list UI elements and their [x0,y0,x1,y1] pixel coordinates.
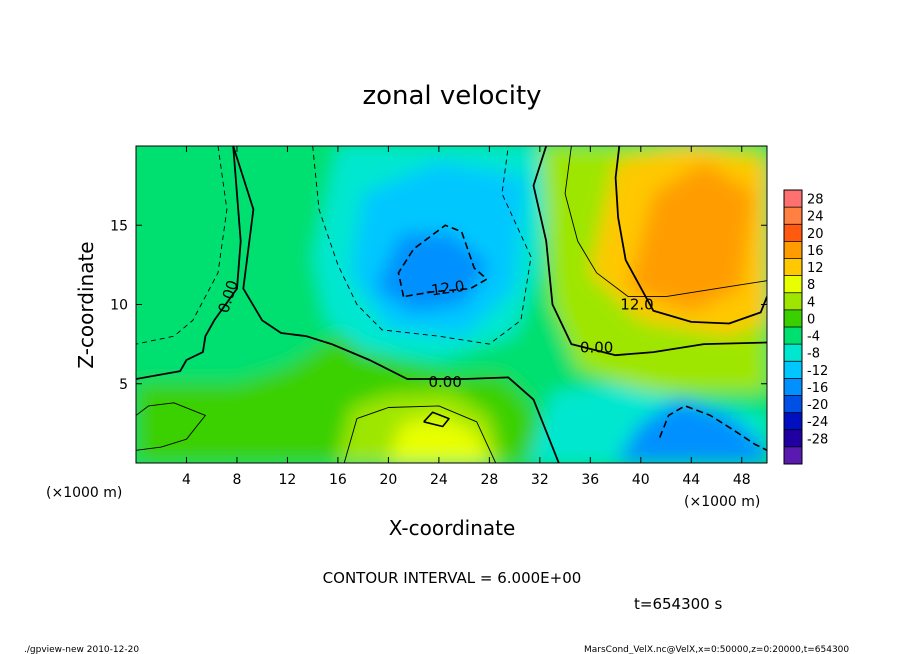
colorbar-swatch [784,241,802,259]
colorbar-label: 28 [807,193,824,208]
twelve-contour [614,146,767,325]
x-tick-label: 12 [279,472,297,488]
contour-lines [136,146,767,463]
colorbar-swatch [784,395,802,414]
colorbar: 28 24 20 16 12 8 4 0 -4 -8 -12 -16 -20 -24 -28 [783,189,828,465]
colorbar-label: 16 [807,244,824,259]
zero-contour-mid [232,146,560,463]
colorbar-label: 20 [807,227,824,242]
field-region [375,233,490,313]
x-axis-label: X-coordinate [389,516,516,540]
colorbar-label: -16 [807,381,828,396]
colorbar-swatch [784,190,802,208]
colorbar-swatch [784,344,802,362]
y-tick-label: 15 [110,218,128,234]
x-tick-label: 40 [632,472,650,488]
y-tick-label: 5 [119,377,128,393]
time-label: t=654300 s [634,595,722,613]
six-contour-south [343,405,497,463]
colorbar-label: 0 [807,312,815,327]
plot-area: 0.00 -12.012.00.000.00 [136,146,767,463]
zero-contour-west [136,146,242,380]
y-tick-label: 10 [110,298,128,314]
colorbar-label: -28 [807,432,828,447]
colorbar-swatch [784,275,802,294]
colorbar-label: 4 [807,295,815,310]
zero-contour-east [532,146,767,357]
x-tick-label: 28 [480,472,498,488]
colorbar-swatch [784,207,802,225]
colorbar-swatch [784,429,802,448]
x-axis-ticks: 4 8 12 16 20 24 28 32 36 40 44 48 [182,146,751,488]
colorbar-label: -20 [807,398,828,413]
field-region [173,383,351,463]
field-region [615,399,767,463]
x-tick-label: 16 [329,472,347,488]
colorbar-swatch [784,224,802,242]
contour-label-group: 0.00 [428,373,461,391]
x-tick-label: 48 [733,472,751,488]
contour-label-group: 0.00 [580,338,613,356]
x-tick-label: 4 [182,472,191,488]
field-region [388,415,490,463]
minus-twelve-contour [397,224,488,298]
x-tick-label: 24 [430,472,448,488]
colorbar-swatch [784,309,802,328]
colorbar-label: -8 [807,347,820,362]
colorbar-label: 8 [807,278,815,293]
y-unit-label: (×1000 m) [46,485,122,501]
footer-left: ./gpview-new 2010-12-20 [24,645,139,654]
y-axis-ticks: 5 10 15 [110,218,767,393]
chart-title: zonal velocity [362,81,541,111]
x-tick-label: 44 [682,472,700,488]
x-tick-label: 36 [581,472,599,488]
field-region [628,161,755,313]
contour-label-group: 12.0 [620,296,653,314]
colorbar-swatch [784,361,802,379]
colorbar-swatch [784,378,802,396]
field-region [136,146,338,384]
six-contour-northeast [564,146,767,298]
contour-label: -12.0 [425,277,466,300]
contour-label-group: -12.0 [425,277,466,300]
minus-six-contour-west [136,146,228,345]
colorbar-label: 24 [807,210,824,225]
colorbar-label: -24 [807,415,828,430]
contour-label: 0.00 [428,373,461,391]
six-contour-west [136,402,206,451]
twelve-contour-south [423,411,450,428]
velocity-field [136,146,767,463]
x-tick-label: 20 [379,472,397,488]
colorbar-swatch [784,327,802,345]
minus-six-contour-north [312,146,532,345]
y-axis-label: Z-coordinate [74,241,98,368]
contour-interval: CONTOUR INTERVAL = 6.000E+00 [323,569,582,587]
colorbar-label: 12 [807,261,824,276]
x-tick-label: 32 [531,472,549,488]
colorbar-swatch [784,258,802,277]
minus-twelve-contour-se [658,405,767,452]
colorbar-label: -12 [807,364,828,379]
contour-labels: 0.00 -12.012.00.000.00 [214,277,653,391]
contour-label: 0.00 [580,338,613,356]
colorbar-label: -4 [807,330,820,345]
contour-label: 12.0 [620,296,653,314]
footer-right: MarsCond_VelX.nc@VelX,x=0:50000,z=0:2000… [584,645,849,654]
x-tick-label: 8 [232,472,241,488]
colorbar-swatch [784,292,802,311]
x-unit-label: (×1000 m) [684,494,760,510]
colorbar-swatch [784,446,802,465]
colorbar-swatch [784,412,802,431]
